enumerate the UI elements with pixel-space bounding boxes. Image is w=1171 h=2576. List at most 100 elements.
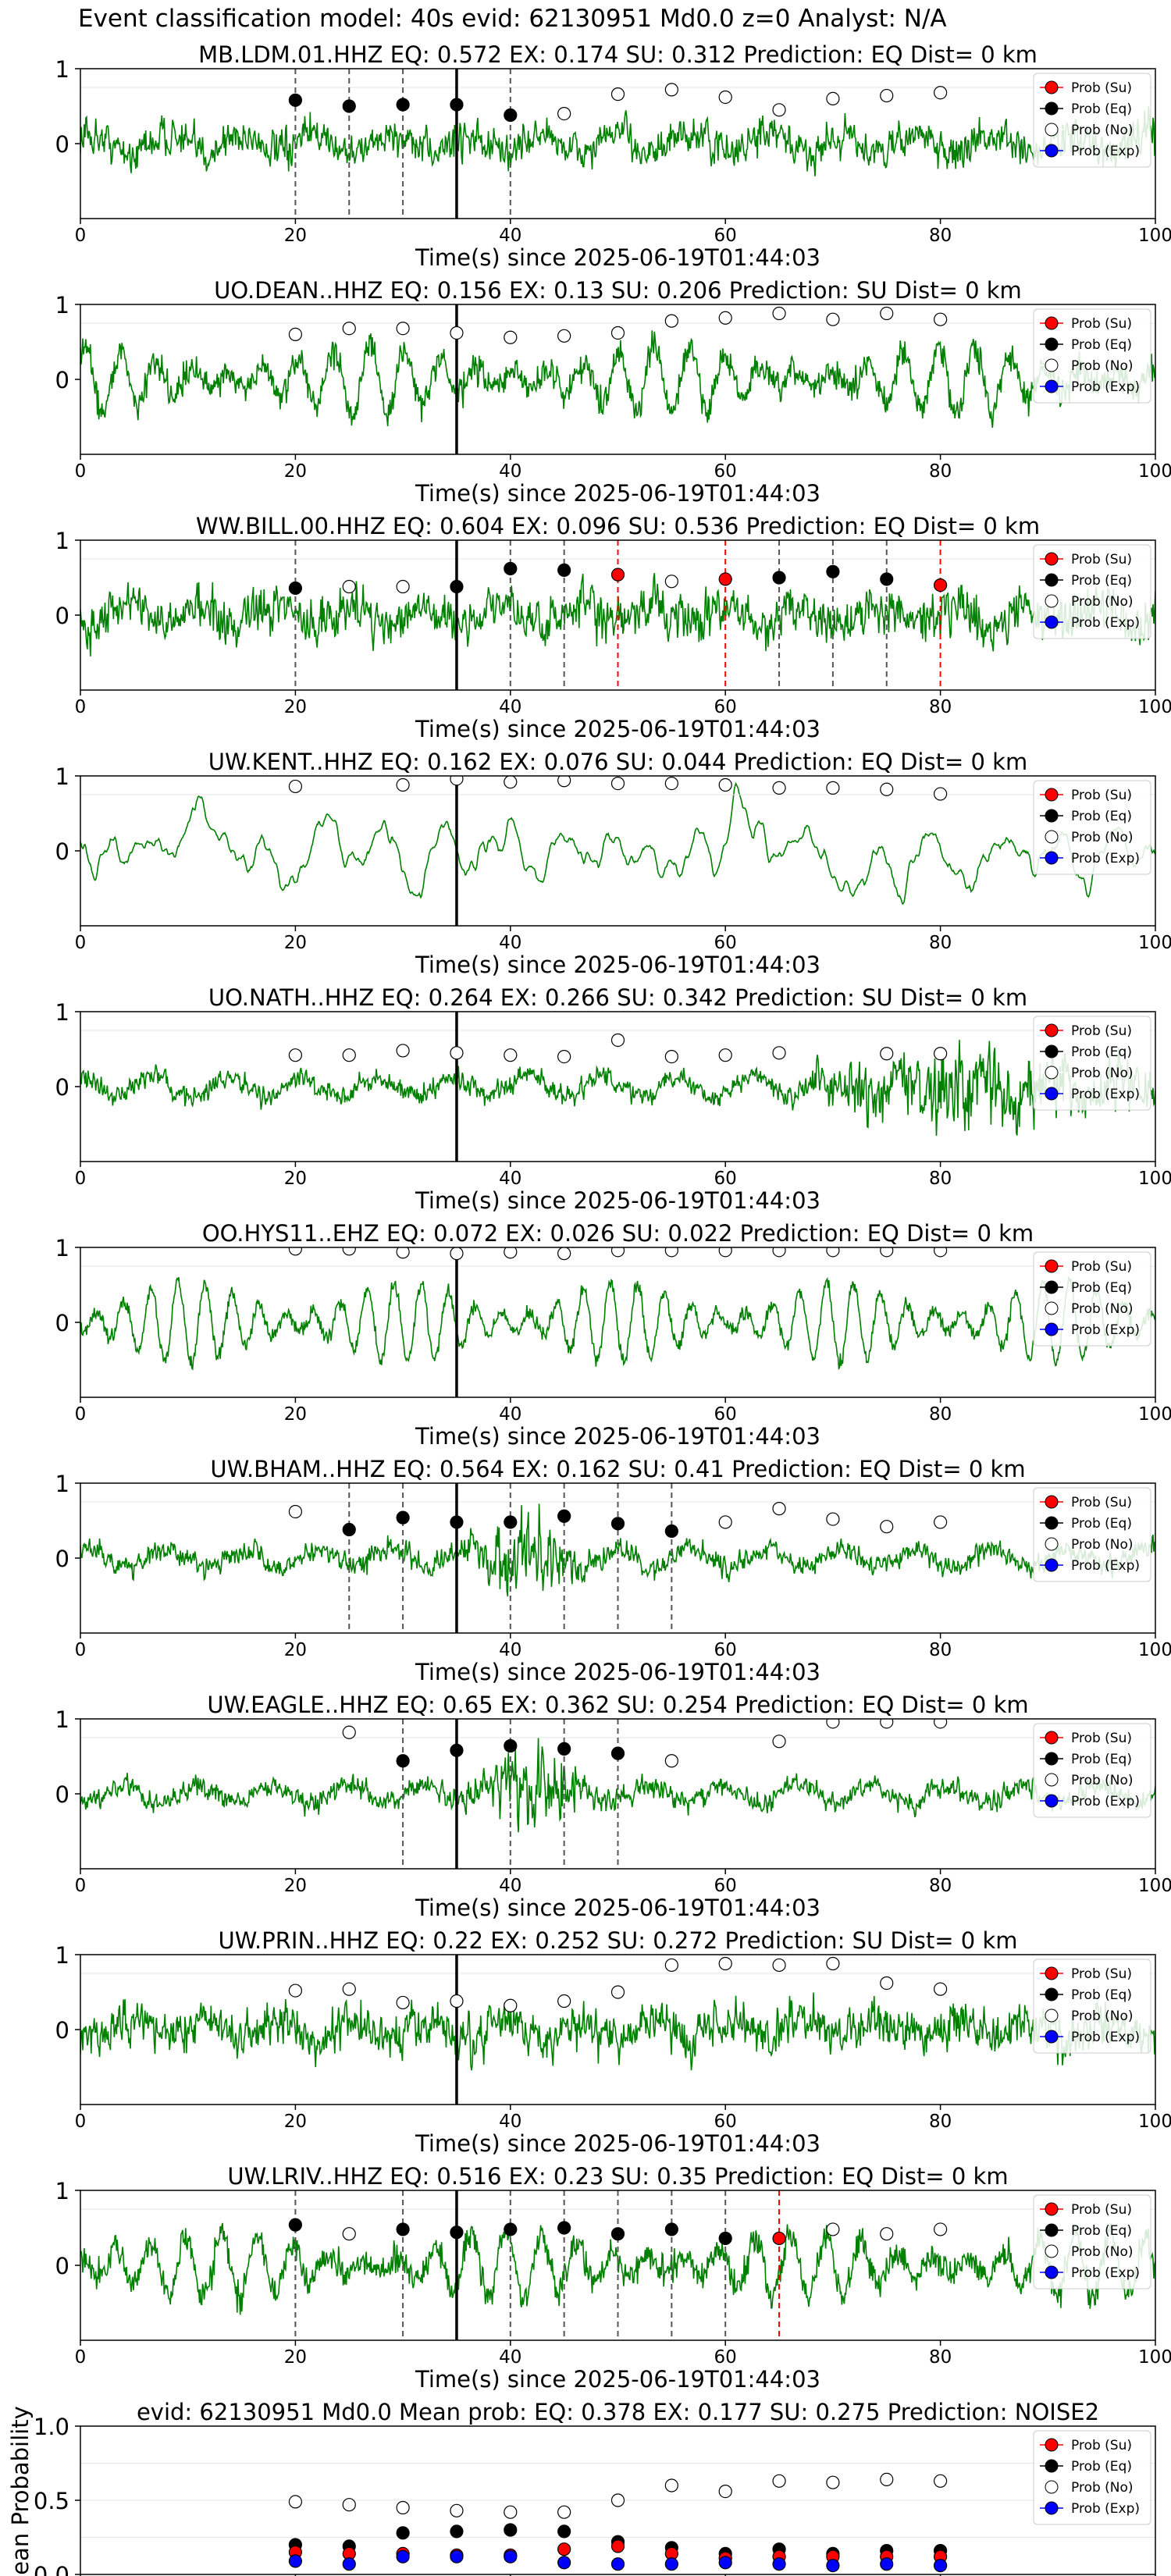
x-tick-label: 100 xyxy=(1138,226,1171,246)
legend: Prob (Su) Prob (Eq) Prob (No) Prob (Exp) xyxy=(1033,780,1151,875)
mean-prob-marker xyxy=(557,2556,571,2570)
x-tick-label: 100 xyxy=(1138,933,1171,953)
legend-frame xyxy=(1033,2430,1151,2525)
prob-no-marker xyxy=(664,83,678,97)
legend-marker xyxy=(1045,552,1059,566)
legend-marker xyxy=(1045,788,1059,802)
prob-no-marker xyxy=(288,1984,302,1998)
prob-no-marker xyxy=(826,1247,840,1258)
prob-su-marker xyxy=(610,568,625,582)
legend-label: Prob (Su) xyxy=(1071,80,1132,96)
prob-no-marker xyxy=(933,312,948,326)
prob-no-marker xyxy=(772,1247,786,1258)
x-tick-label: 20 xyxy=(284,1169,307,1189)
prob-no-marker xyxy=(396,777,410,792)
y-tick-label: 0 xyxy=(55,603,69,629)
legend-marker xyxy=(1045,2438,1059,2452)
legend-label: Prob (Su) xyxy=(1071,1495,1132,1510)
prob-eq-marker xyxy=(396,2222,410,2236)
legend-marker xyxy=(1045,1558,1059,1572)
legend-frame xyxy=(1033,1016,1151,1111)
prob-eq-marker xyxy=(610,1746,625,1760)
legend: Prob (Su) Prob (Eq) Prob (No) Prob (Exp) xyxy=(1033,1251,1151,1347)
legend-marker xyxy=(1045,144,1059,158)
x-tick-label: 60 xyxy=(714,1876,737,1896)
prob-no-marker xyxy=(342,322,356,336)
legend-marker xyxy=(1045,1259,1059,1273)
legend-marker xyxy=(1045,2265,1059,2279)
x-tick-label: 60 xyxy=(714,2347,737,2368)
mean-prob-marker xyxy=(610,2493,625,2507)
legend-label: Prob (No) xyxy=(1071,1773,1134,1788)
prob-no-marker xyxy=(450,776,464,786)
legend-marker xyxy=(1045,594,1059,608)
panel-title: UW.PRIN..HHZ EQ: 0.22 EX: 0.252 SU: 0.27… xyxy=(218,1927,1017,1954)
x-tick-label: 60 xyxy=(714,1169,737,1189)
legend-label: Prob (Eq) xyxy=(1071,809,1132,824)
prob-no-marker xyxy=(933,1047,948,1061)
prob-no-marker xyxy=(880,2227,894,2241)
prob-no-marker xyxy=(934,1247,948,1258)
x-tick-label: 0 xyxy=(75,461,87,482)
prob-eq-marker xyxy=(504,2222,518,2236)
x-tick-label: 80 xyxy=(929,1876,952,1896)
prob-no-marker xyxy=(557,776,571,788)
prob-no-marker xyxy=(450,326,464,340)
y-tick-label: 1 xyxy=(55,999,69,1026)
x-tick-label: 60 xyxy=(714,2112,737,2132)
y-tick-label: 1 xyxy=(55,1471,69,1497)
x-tick-label: 60 xyxy=(714,933,737,953)
y-tick-label: 0.5 xyxy=(34,2488,69,2514)
legend-label: Prob (Su) xyxy=(1071,1966,1132,1982)
legend-marker xyxy=(1045,1987,1059,2001)
legend-marker xyxy=(1045,2501,1059,2515)
summary-panel: evid: 62130951 Md0.0 Mean prob: EQ: 0.37… xyxy=(7,2399,1156,2576)
legend-label: Prob (Su) xyxy=(1071,316,1132,332)
prob-no-marker xyxy=(772,1735,786,1749)
legend-marker xyxy=(1045,1023,1059,1037)
axes-frame xyxy=(80,775,1156,927)
mean-prob-marker xyxy=(880,2557,894,2571)
x-tick-label: 100 xyxy=(1138,2112,1171,2132)
legend-label: Prob (No) xyxy=(1071,830,1134,845)
figure-title: Event classification model: 40s evid: 62… xyxy=(78,5,947,33)
prob-no-marker xyxy=(557,329,571,343)
x-tick-label: 60 xyxy=(714,1640,737,1660)
x-tick-label: 40 xyxy=(499,933,521,953)
legend-label: Prob (Su) xyxy=(1071,552,1132,568)
x-tick-label: 60 xyxy=(714,226,737,246)
legend-frame xyxy=(1033,1251,1151,1347)
legend-label: Prob (Eq) xyxy=(1071,1752,1132,1767)
prob-no-marker xyxy=(450,1247,464,1261)
prob-no-marker xyxy=(718,1247,732,1258)
x-tick-label: 60 xyxy=(714,461,737,482)
prob-no-marker xyxy=(504,1048,518,1062)
legend-label: Prob (Su) xyxy=(1071,1731,1132,1746)
prob-no-marker xyxy=(880,782,894,796)
mean-prob-marker xyxy=(718,2485,732,2499)
prob-no-marker xyxy=(396,1247,410,1259)
prob-eq-marker xyxy=(610,2227,625,2241)
legend: Prob (Su) Prob (Eq) Prob (No) Prob (Exp) xyxy=(1033,1487,1151,1582)
legend-marker xyxy=(1045,337,1059,351)
prob-eq-marker xyxy=(288,93,302,107)
x-tick-label: 100 xyxy=(1138,461,1171,482)
y-tick-label: 1 xyxy=(55,1942,69,1969)
x-tick-label: 100 xyxy=(1138,1640,1171,1660)
prob-no-marker xyxy=(450,1046,464,1060)
prob-eq-marker xyxy=(664,1524,678,1539)
prob-no-marker xyxy=(880,1719,894,1729)
prob-eq-marker xyxy=(342,1522,356,1537)
prob-no-marker xyxy=(933,787,948,801)
prob-eq-marker xyxy=(504,1738,518,1753)
legend-label: Prob (Eq) xyxy=(1071,2223,1132,2239)
legend-frame xyxy=(1033,308,1151,404)
prob-no-marker xyxy=(772,781,786,795)
mean-prob-marker xyxy=(288,2495,302,2509)
y-tick-label: 0 xyxy=(55,367,69,393)
mean-prob-marker xyxy=(826,2559,840,2573)
legend-label: Prob (No) xyxy=(1071,2008,1134,2024)
panel-title: UW.BHAM..HHZ EQ: 0.564 EX: 0.162 SU: 0.4… xyxy=(210,1456,1025,1482)
station-panel: UO.DEAN..HHZ EQ: 0.156 EX: 0.13 SU: 0.20… xyxy=(55,277,1171,507)
prob-no-marker xyxy=(342,1982,356,1996)
